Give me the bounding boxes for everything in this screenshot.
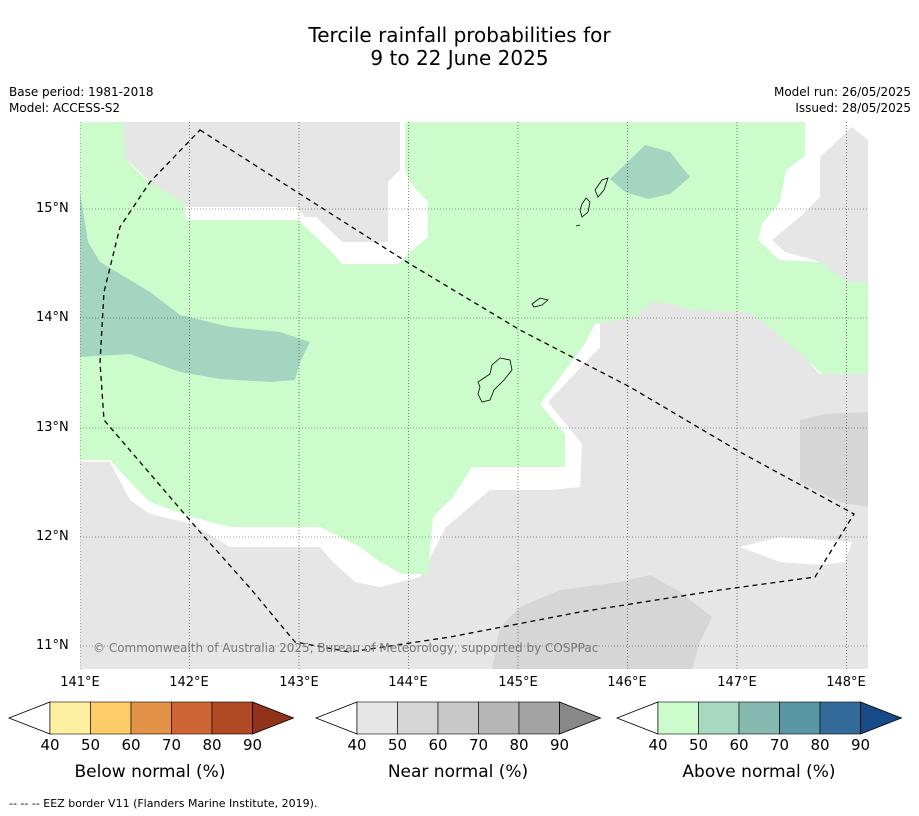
colorbar-near-cell bbox=[437, 701, 479, 735]
meta-left: Base period: 1981-2018 Model: ACCESS-S2 bbox=[9, 84, 154, 116]
colorbar-near-cell bbox=[518, 701, 560, 735]
lon-label-142: 142°E bbox=[169, 675, 209, 690]
grey-patch-northwest bbox=[145, 122, 385, 217]
lat-label-15: 15°N bbox=[36, 201, 69, 216]
colorbar-near-low-arrow bbox=[314, 701, 358, 735]
island-tinian bbox=[579, 197, 591, 218]
lon-label-145: 145°E bbox=[498, 675, 538, 690]
colorbar-below-cell bbox=[130, 701, 172, 735]
colorbar-above-cell bbox=[738, 701, 780, 735]
colorbar-above-tick: 80 bbox=[810, 736, 830, 754]
lat-label-13: 13°N bbox=[36, 420, 69, 435]
colorbar-near-tick: 70 bbox=[468, 736, 489, 754]
copyright: © Commonwealth of Australia 2025, Bureau… bbox=[93, 641, 599, 655]
legend-label-below: Below normal (%) bbox=[74, 762, 226, 782]
colorbar-below-tick: 70 bbox=[161, 736, 182, 754]
colorbar-above-tick: 40 bbox=[648, 736, 668, 754]
colorbar-above-tick: 70 bbox=[769, 736, 790, 754]
lon-label-141: 141°E bbox=[60, 675, 100, 690]
colorbar-below-tick: 50 bbox=[80, 736, 101, 754]
base-period: Base period: 1981-2018 bbox=[9, 85, 154, 99]
colorbar-near-tick: 80 bbox=[509, 736, 529, 754]
lon-label-147: 147°E bbox=[717, 675, 757, 690]
colorbar-above-tick: 60 bbox=[729, 736, 749, 754]
above-normal-region bbox=[80, 122, 868, 587]
issued-date: Issued: 28/05/2025 bbox=[795, 101, 911, 115]
colorbar-above-cell bbox=[819, 701, 861, 735]
colorbar-above-tick: 90 bbox=[850, 736, 871, 754]
lat-label-14: 14°N bbox=[36, 310, 69, 325]
colorbar-below-tick: 80 bbox=[202, 736, 222, 754]
title-line-2: 9 to 22 June 2025 bbox=[370, 46, 549, 70]
eez-border bbox=[99, 129, 855, 653]
footer-note: -- -- -- EEZ border V11 (Flanders Marine… bbox=[9, 797, 318, 810]
title-line-1: Tercile rainfall probabilities for bbox=[308, 23, 611, 47]
colorbar-above-tick: 50 bbox=[688, 736, 709, 754]
island-rota bbox=[531, 297, 549, 308]
lat-label-11: 11°N bbox=[36, 638, 69, 653]
island-aguijan bbox=[575, 224, 581, 227]
lon-label-148: 148°E bbox=[826, 675, 866, 690]
colorbar-above-cell bbox=[657, 701, 699, 735]
colorbar-below-cell bbox=[211, 701, 253, 735]
colorbar-below-cell bbox=[171, 701, 213, 735]
legend-label-near: Near normal (%) bbox=[387, 762, 529, 782]
colorbar-near-tick: 40 bbox=[347, 736, 367, 754]
colorbar-below-high-arrow bbox=[252, 701, 295, 735]
colorbar-below-tick: 90 bbox=[242, 736, 263, 754]
colorbar-near-high-arrow bbox=[559, 701, 602, 735]
lon-label-143: 143°E bbox=[279, 675, 319, 690]
colorbar-near-tick: 60 bbox=[428, 736, 448, 754]
model-name: Model: ACCESS-S2 bbox=[9, 101, 121, 115]
near-normal-60-south bbox=[492, 575, 712, 669]
colorbar-below-cell bbox=[49, 701, 91, 735]
meta-right: Model run: 26/05/2025 Issued: 28/05/2025 bbox=[774, 84, 911, 116]
white-patch-east bbox=[740, 537, 852, 565]
colorbar-above-high-arrow bbox=[860, 701, 903, 735]
colorbar-near-cell bbox=[397, 701, 439, 735]
colorbar-below-tick: 60 bbox=[121, 736, 141, 754]
island-guam bbox=[477, 357, 513, 403]
legend-label-above: Above normal (%) bbox=[682, 762, 836, 782]
colorbar-above-cell bbox=[779, 701, 821, 735]
colorbar-near-cell bbox=[356, 701, 398, 735]
lon-label-144: 144°E bbox=[388, 675, 428, 690]
colorbar-below-cell bbox=[90, 701, 132, 735]
colorbar-legends bbox=[7, 701, 903, 735]
island-saipan bbox=[594, 177, 609, 198]
near-normal-60-east bbox=[800, 412, 868, 507]
model-run: Model run: 26/05/2025 bbox=[773, 85, 911, 99]
colorbar-above-low-arrow bbox=[615, 701, 659, 735]
colorbar-near-tick: 90 bbox=[549, 736, 570, 754]
graticule bbox=[80, 122, 868, 669]
colorbar-above-cell bbox=[698, 701, 740, 735]
colorbar-near-cell bbox=[478, 701, 520, 735]
colorbar-below-low-arrow bbox=[7, 701, 51, 735]
colorbar-near-tick: 50 bbox=[387, 736, 408, 754]
colorbar-below-tick: 40 bbox=[40, 736, 60, 754]
islands bbox=[477, 177, 609, 403]
probability-map bbox=[80, 122, 868, 669]
lat-label-12: 12°N bbox=[36, 529, 69, 544]
lon-label-146: 146°E bbox=[607, 675, 647, 690]
